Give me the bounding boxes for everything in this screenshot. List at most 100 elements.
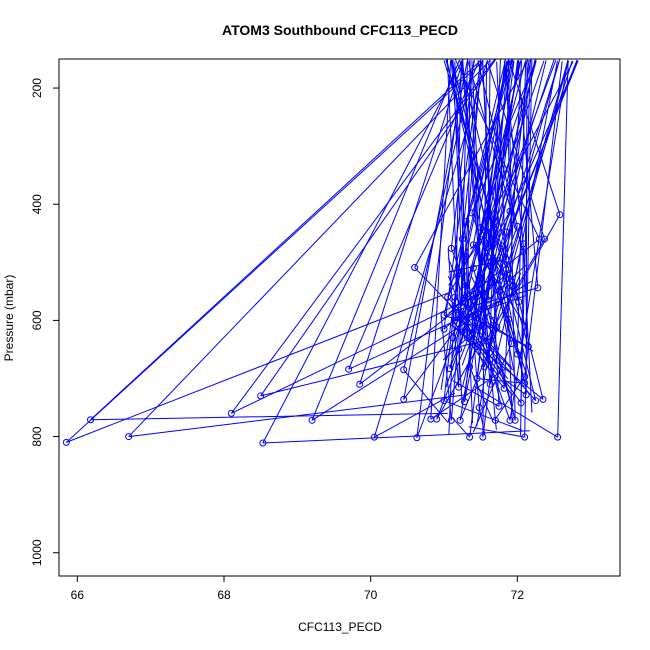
data-point [505, 315, 513, 323]
profile-line [472, 343, 512, 433]
profile-line [505, 61, 560, 233]
profile-line [374, 392, 456, 438]
data-point [488, 279, 496, 287]
profile-line [359, 289, 484, 385]
profile-line [359, 61, 464, 385]
data-point [479, 433, 487, 441]
data-point [308, 416, 316, 424]
data-point [447, 244, 455, 252]
data-point [515, 298, 523, 306]
data-point [125, 433, 133, 441]
data-point [458, 235, 466, 243]
profile-line [461, 61, 491, 385]
profile-line [461, 282, 493, 366]
data-point [447, 416, 455, 424]
x-tick-label: 66 [71, 588, 85, 602]
data-point [507, 340, 515, 348]
data-point [513, 222, 521, 230]
y-tick-label: 1000 [30, 539, 44, 566]
profile-line [311, 280, 532, 421]
data-point [502, 228, 510, 236]
profile-line [476, 346, 513, 396]
chart-title: ATOM3 Southbound CFC113_PECD [222, 22, 458, 38]
data-point [468, 209, 476, 217]
data-point [466, 363, 474, 371]
profile-line [454, 238, 540, 309]
data-point [259, 439, 267, 447]
data-point [535, 235, 543, 243]
data-point [493, 323, 501, 331]
profile-line [459, 59, 544, 400]
profile-line [505, 380, 527, 396]
x-tick-label: 72 [511, 588, 525, 602]
profile-line [451, 319, 505, 389]
data-point [500, 384, 508, 392]
profile-line [230, 59, 496, 414]
data-point [400, 395, 408, 403]
data-point [456, 416, 464, 424]
profile-line [465, 61, 508, 257]
data-point [356, 380, 364, 388]
profile-line [487, 61, 545, 240]
y-axis: 200 400 600 800 1000 [30, 78, 60, 566]
data-point [87, 416, 95, 424]
data-points [62, 207, 564, 447]
profile-line [503, 60, 524, 244]
profile-line [477, 60, 518, 227]
profile-line [491, 60, 547, 283]
data-point [451, 316, 459, 324]
x-axis-label: CFC113_PECD [298, 620, 382, 634]
data-point [490, 316, 498, 324]
data-point [469, 264, 477, 272]
data-point [532, 397, 540, 405]
data-point [513, 350, 521, 358]
y-tick-label: 200 [30, 78, 44, 98]
data-point [484, 296, 492, 304]
data-point [486, 380, 494, 388]
data-point [521, 433, 529, 441]
data-point [484, 212, 492, 220]
profile-line [454, 59, 540, 240]
profile-line [482, 60, 500, 407]
profile-line [403, 59, 476, 370]
data-point [477, 223, 485, 231]
profile-line [451, 306, 529, 347]
data-point [491, 416, 499, 424]
data-point [534, 284, 542, 292]
profile-line [524, 61, 563, 377]
data-point [539, 395, 547, 403]
profile-line [440, 221, 467, 390]
data-point [469, 290, 477, 298]
data-point [455, 345, 463, 353]
data-point [521, 379, 529, 387]
profile-line [447, 275, 485, 368]
profile-line [430, 368, 506, 420]
data-point [345, 365, 353, 373]
data-point [511, 416, 519, 424]
data-point [517, 399, 525, 407]
data-point [499, 242, 507, 250]
profile-line [466, 59, 524, 252]
profile-line [468, 426, 525, 438]
profile-line [451, 59, 537, 401]
profile-line [513, 60, 558, 286]
data-point [477, 235, 485, 243]
profile-line [448, 337, 454, 435]
profile-line [448, 303, 522, 404]
profile-line [466, 59, 471, 338]
data-point [473, 343, 481, 351]
profile-line [491, 59, 520, 234]
profile-line [446, 59, 460, 315]
data-point [506, 207, 514, 215]
data-point [471, 311, 479, 319]
data-point [458, 328, 466, 336]
profile-line [522, 243, 533, 413]
data-point [477, 276, 485, 284]
data-point [433, 415, 441, 423]
profile-line [403, 369, 449, 423]
profile-line [494, 420, 497, 430]
data-point [413, 434, 421, 442]
data-point [488, 229, 496, 237]
data-point [455, 383, 463, 391]
